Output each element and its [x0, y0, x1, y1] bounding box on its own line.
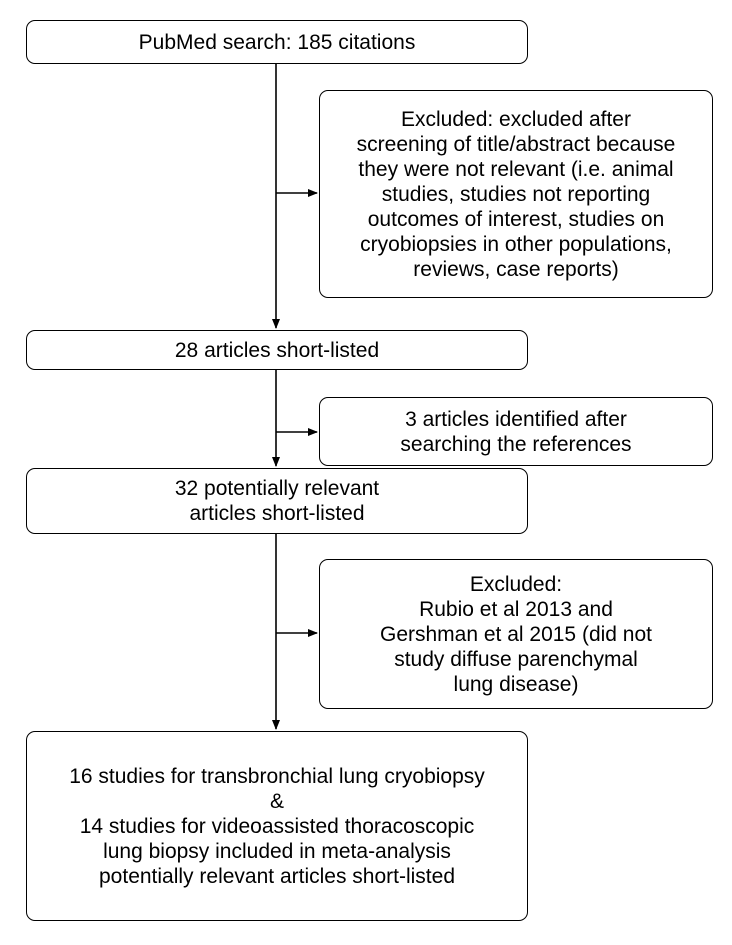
box-text-line: studies, studies not reporting [381, 182, 651, 206]
box-excluded-studies: Excluded: Rubio et al 2013 and Gershman et… [319, 559, 713, 709]
box-text-line: lung disease) [453, 672, 579, 696]
box-text-line: study diffuse parenchymal [394, 647, 638, 671]
box-text-line: Rubio et al 2013 and [419, 597, 613, 621]
box-text-line: searching the references [400, 432, 632, 456]
box-text-line: articles short-listed [189, 502, 365, 525]
box-text-line: lung biopsy included in meta-analysis [103, 839, 451, 863]
box-3-identified: 3 articles identified after searching the… [319, 397, 713, 466]
box-text-line: Excluded: [469, 572, 563, 596]
box-text-line: 16 studies for transbronchial lung cryob… [69, 764, 485, 788]
box-text-line: & [269, 789, 284, 813]
box-text-line: PubMed search: 185 citations [138, 30, 416, 54]
box-28-shortlisted: 28 articles short-listed [26, 330, 528, 370]
box-text-line: outcomes of interest, studies on [367, 207, 665, 231]
box-text-line: 32 potentially relevant [174, 477, 380, 500]
box-text-line: 14 studies for videoassisted thoracoscop… [79, 814, 475, 838]
box-text-line: Gershman et al 2015 (did not [380, 622, 652, 646]
box-text-line: reviews, case reports) [413, 257, 619, 281]
box-text-line: Excluded: excluded after [401, 107, 631, 131]
box-text-line: 28 articles short-listed [174, 338, 380, 362]
box-text-line: screening of title/abstract because [356, 132, 676, 156]
box-pubmed-search: PubMed search: 185 citations [26, 20, 528, 64]
box-text-line: 3 articles identified after [405, 407, 627, 431]
box-text-line: they were not relevant (i.e. animal [358, 157, 674, 181]
box-included-meta-analysis: 16 studies for transbronchial lung cryob… [26, 731, 528, 921]
box-32-relevant: 32 potentially relevant articles short-li… [26, 468, 528, 534]
box-text-line: cryobiopsies in other populations, [360, 232, 672, 256]
box-excluded-screening: Excluded: excluded after screening of tit… [319, 90, 713, 298]
box-text-line: potentially relevant articles short-list… [99, 864, 455, 888]
